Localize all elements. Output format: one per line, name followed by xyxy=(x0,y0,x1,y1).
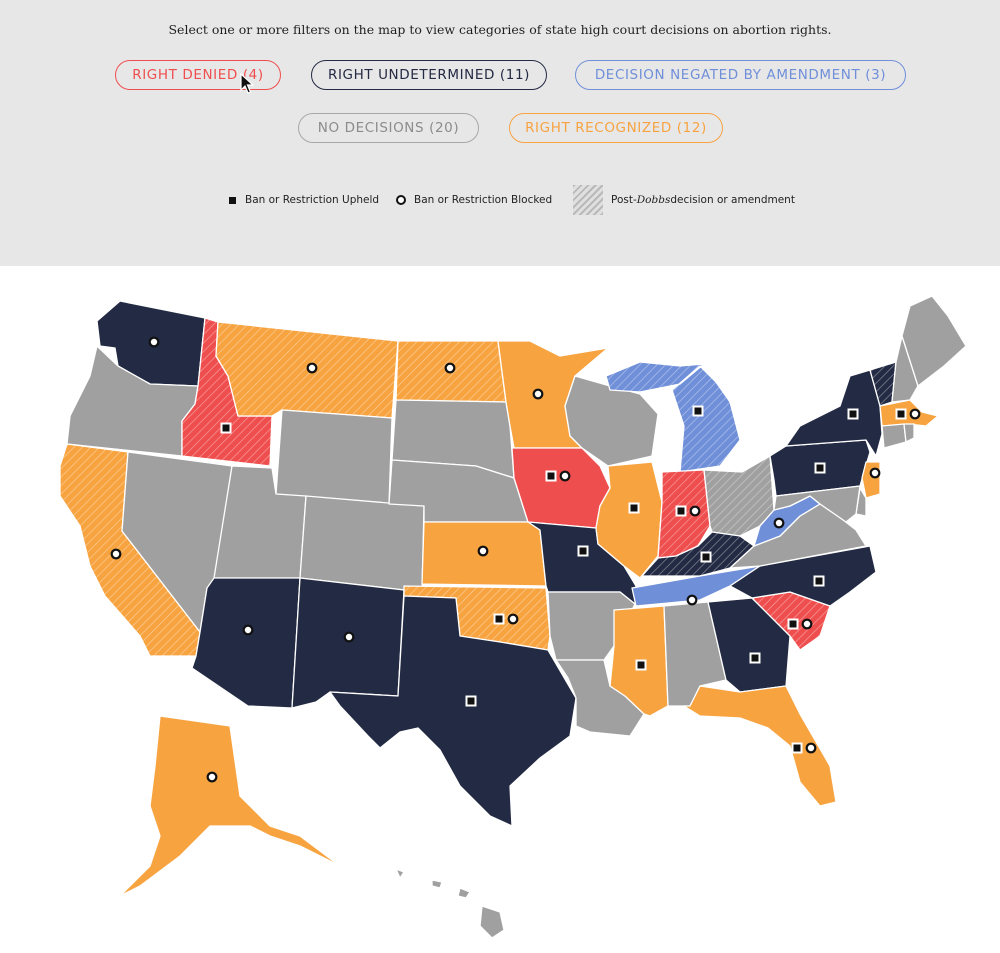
upheld-marker-inner-ky xyxy=(702,553,710,561)
blocked-marker-nd xyxy=(444,362,456,374)
state-me[interactable] xyxy=(901,295,967,387)
state-wy[interactable] xyxy=(275,409,393,505)
state-ak[interactable] xyxy=(119,715,341,897)
legend-post-italic: Dobbs xyxy=(636,194,671,206)
state-hi[interactable] xyxy=(395,868,505,939)
blocked-marker-ok xyxy=(507,613,519,625)
upheld-marker-inner-tx xyxy=(467,697,475,705)
upheld-marker-inner-fl xyxy=(793,744,801,752)
blocked-marker-az xyxy=(242,624,254,636)
state-il[interactable] xyxy=(595,461,663,579)
hatch-overlay-mi xyxy=(606,362,740,472)
upheld-marker-inner-ms xyxy=(637,661,645,669)
state-tx[interactable] xyxy=(329,595,577,827)
upheld-marker-inner-pa xyxy=(816,464,824,472)
upheld-marker-inner-id xyxy=(222,424,230,432)
filter-label: DECISION NEGATED BY AMENDMENT xyxy=(594,67,861,83)
us-map xyxy=(59,295,967,939)
blocked-marker-in xyxy=(689,505,701,517)
square-marker-icon xyxy=(229,196,236,204)
legend-blocked-label: Ban or Restriction Blocked xyxy=(414,194,553,206)
filter-right-denied-button[interactable]: RIGHT DENIED (4) xyxy=(115,60,281,90)
state-ar[interactable] xyxy=(547,591,636,661)
blocked-marker-sc xyxy=(801,618,813,630)
state-ia[interactable] xyxy=(511,447,611,529)
hatch-overlay-ca xyxy=(60,444,200,656)
upheld-marker-inner-mi xyxy=(694,407,702,415)
upheld-marker-inner-ny xyxy=(849,410,857,418)
upheld-marker-inner-ga xyxy=(751,654,759,662)
blocked-marker-ma xyxy=(909,408,921,420)
instruction-text: Select one or more filters on the map to… xyxy=(168,22,832,37)
state-nm[interactable] xyxy=(291,577,405,709)
upheld-marker-inner-in xyxy=(677,507,685,515)
hatch-pattern-icon xyxy=(573,185,603,215)
hatch-overlay-oh xyxy=(704,456,774,536)
hatch-overlay-vt xyxy=(870,362,896,406)
hatch-overlay-ky xyxy=(642,532,754,576)
blocked-marker-ak xyxy=(206,771,218,783)
filter-label: RIGHT DENIED xyxy=(132,67,238,83)
blocked-marker-wv xyxy=(773,517,785,529)
upheld-marker-inner-sc xyxy=(789,620,797,628)
blocked-marker-fl xyxy=(805,742,817,754)
filter-count: (4) xyxy=(242,67,264,83)
state-az[interactable] xyxy=(191,577,301,709)
blocked-marker-mn xyxy=(532,388,544,400)
blocked-marker-ks xyxy=(477,545,489,557)
state-fl[interactable] xyxy=(683,685,837,807)
upheld-marker-inner-mo xyxy=(579,547,587,555)
state-co[interactable] xyxy=(299,495,425,593)
state-nh[interactable] xyxy=(891,335,919,403)
blocked-marker-ia xyxy=(559,470,571,482)
filter-no-decisions-button[interactable]: NO DECISIONS (20) xyxy=(298,113,479,143)
filter-count: (12) xyxy=(676,120,707,136)
legend-post-dobbs: Post- Dobbs decision or amendment xyxy=(573,182,795,218)
filter-right-recognized-button[interactable]: RIGHT RECOGNIZED (12) xyxy=(509,113,723,143)
marker-layer xyxy=(110,336,921,783)
state-la[interactable] xyxy=(555,659,645,737)
upheld-marker-inner-nc xyxy=(815,577,823,585)
circle-marker-icon xyxy=(396,195,406,205)
filter-label: RIGHT UNDETERMINED xyxy=(327,67,495,83)
blocked-marker-mt xyxy=(306,362,318,374)
filter-label: NO DECISIONS xyxy=(317,120,425,136)
upheld-marker-inner-ia xyxy=(547,472,555,480)
hatch-overlay-id xyxy=(182,318,272,466)
state-ma[interactable] xyxy=(879,399,939,427)
filter-panel: Select one or more filters on the map to… xyxy=(0,0,1000,266)
hatch-overlay-ok xyxy=(404,586,550,650)
legend-post-prefix: Post- xyxy=(611,194,637,206)
state-nj[interactable] xyxy=(861,461,881,499)
filter-label: RIGHT RECOGNIZED xyxy=(525,120,672,136)
filter-decision-negated-button[interactable]: DECISION NEGATED BY AMENDMENT (3) xyxy=(575,60,906,90)
legend-post-suffix: decision or amendment xyxy=(670,194,795,206)
mouse-cursor-icon xyxy=(240,73,254,94)
filter-right-undetermined-button[interactable]: RIGHT UNDETERMINED (11) xyxy=(311,60,547,90)
blocked-marker-nj xyxy=(869,467,881,479)
map-legend: Ban or Restriction Upheld Ban or Restric… xyxy=(0,182,1000,218)
filter-count: (11) xyxy=(499,67,531,83)
state-md[interactable] xyxy=(773,485,861,523)
blocked-marker-tn xyxy=(686,594,698,606)
filter-count: (3) xyxy=(865,67,887,83)
filter-count: (20) xyxy=(429,120,460,136)
legend-upheld-label: Ban or Restriction Upheld xyxy=(245,194,380,206)
blocked-marker-wa xyxy=(148,336,160,348)
upheld-marker-inner-ma xyxy=(897,410,905,418)
upheld-marker-inner-ok xyxy=(495,615,503,623)
upheld-marker-inner-il xyxy=(630,504,638,512)
legend-blocked: Ban or Restriction Blocked xyxy=(396,182,552,218)
legend-upheld: Ban or Restriction Upheld xyxy=(229,182,379,218)
state-ri[interactable] xyxy=(903,423,915,443)
blocked-marker-ca xyxy=(110,548,122,560)
state-ct[interactable] xyxy=(881,423,907,449)
blocked-marker-nm xyxy=(343,631,355,643)
